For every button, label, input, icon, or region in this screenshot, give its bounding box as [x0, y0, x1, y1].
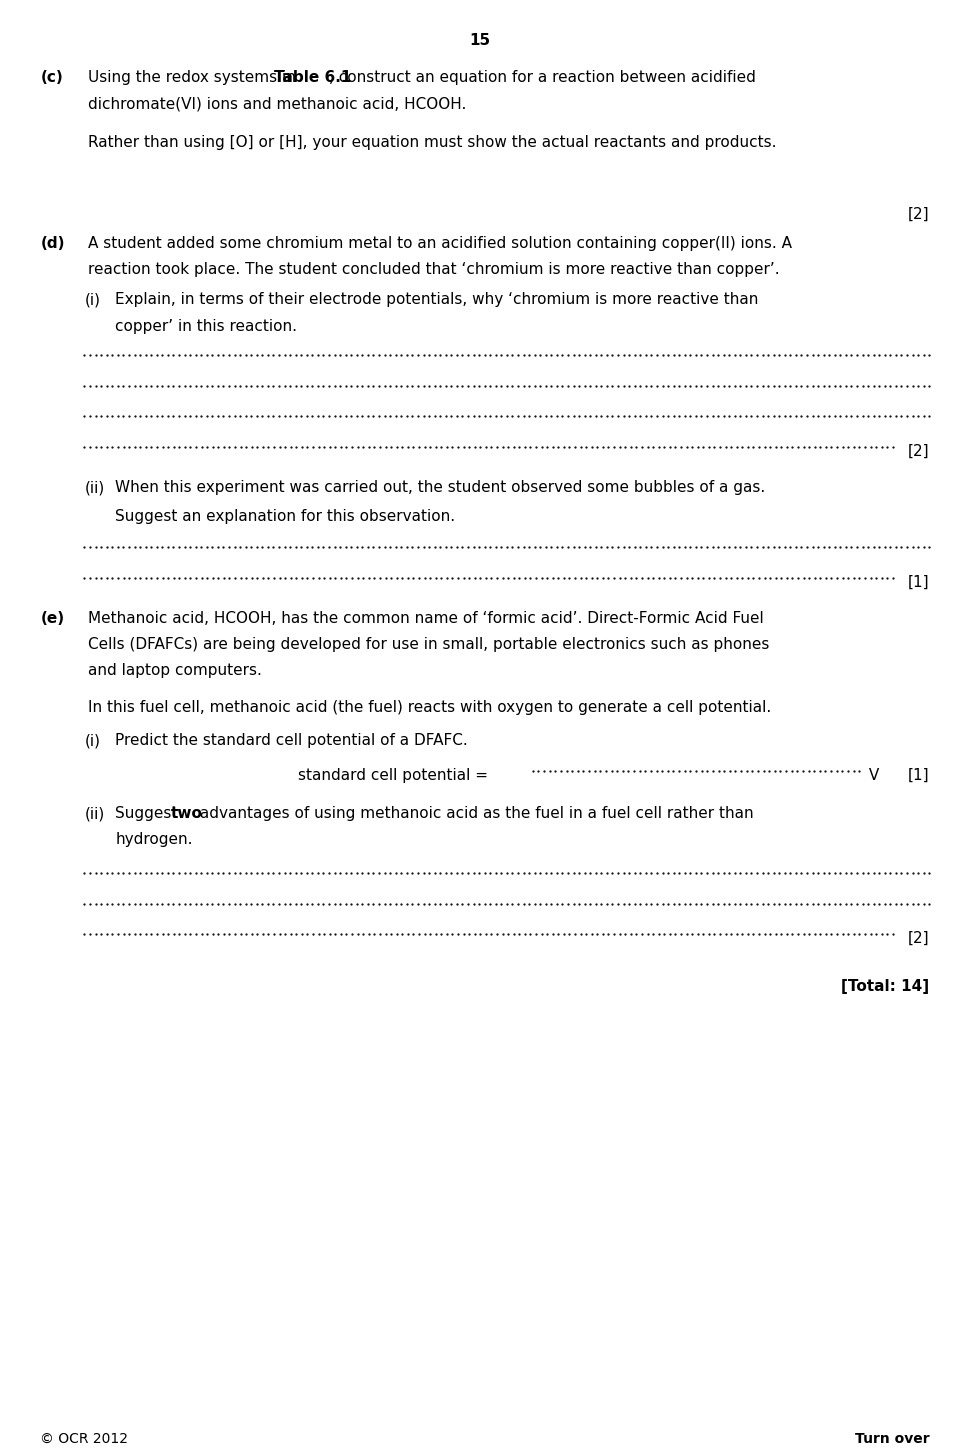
- Text: two: two: [171, 806, 203, 821]
- Text: copper’ in this reaction.: copper’ in this reaction.: [115, 319, 298, 333]
- Text: [Total: 14]: [Total: 14]: [841, 979, 929, 994]
- Text: [1]: [1]: [907, 575, 929, 589]
- Text: (i): (i): [84, 733, 101, 748]
- Text: Suggest an explanation for this observation.: Suggest an explanation for this observat…: [115, 509, 455, 524]
- Text: , construct an equation for a reaction between acidified: , construct an equation for a reaction b…: [329, 70, 756, 84]
- Text: [1]: [1]: [907, 768, 929, 783]
- Text: and laptop computers.: and laptop computers.: [88, 663, 262, 678]
- Text: dichromate(VI) ions and methanoic acid, HCOOH.: dichromate(VI) ions and methanoic acid, …: [88, 96, 467, 111]
- Text: Methanoic acid, HCOOH, has the common name of ‘formic acid’. Direct-Formic Acid : Methanoic acid, HCOOH, has the common na…: [88, 611, 764, 626]
- Text: Explain, in terms of their electrode potentials, why ‘chromium is more reactive : Explain, in terms of their electrode pot…: [115, 292, 758, 307]
- Text: When this experiment was carried out, the student observed some bubbles of a gas: When this experiment was carried out, th…: [115, 480, 765, 495]
- Text: In this fuel cell, methanoic acid (the fuel) reacts with oxygen to generate a ce: In this fuel cell, methanoic acid (the f…: [88, 700, 772, 714]
- Text: hydrogen.: hydrogen.: [115, 832, 193, 847]
- Text: Predict the standard cell potential of a DFAFC.: Predict the standard cell potential of a…: [115, 733, 468, 748]
- Text: V: V: [864, 768, 879, 783]
- Text: (i): (i): [84, 292, 101, 307]
- Text: A student added some chromium metal to an acidified solution containing copper(I: A student added some chromium metal to a…: [88, 236, 792, 250]
- Text: (ii): (ii): [84, 480, 105, 495]
- Text: Turn over: Turn over: [854, 1432, 929, 1446]
- Text: 15: 15: [469, 33, 491, 48]
- Text: reaction took place. The student concluded that ‘chromium is more reactive than : reaction took place. The student conclud…: [88, 262, 780, 276]
- Text: (d): (d): [40, 236, 65, 250]
- Text: standard cell potential =: standard cell potential =: [298, 768, 497, 783]
- Text: [2]: [2]: [907, 444, 929, 458]
- Text: Rather than using [O] or [H], your equation must show the actual reactants and p: Rather than using [O] or [H], your equat…: [88, 135, 777, 150]
- Text: Using the redox systems in: Using the redox systems in: [88, 70, 301, 84]
- Text: (e): (e): [40, 611, 64, 626]
- Text: [2]: [2]: [907, 931, 929, 946]
- Text: Suggest: Suggest: [115, 806, 182, 821]
- Text: (c): (c): [40, 70, 63, 84]
- Text: (ii): (ii): [84, 806, 105, 821]
- Text: Table 6.1: Table 6.1: [274, 70, 351, 84]
- Text: advantages of using methanoic acid as the fuel in a fuel cell rather than: advantages of using methanoic acid as th…: [195, 806, 754, 821]
- Text: [2]: [2]: [907, 207, 929, 221]
- Text: © OCR 2012: © OCR 2012: [40, 1432, 129, 1446]
- Text: Cells (DFAFCs) are being developed for use in small, portable electronics such a: Cells (DFAFCs) are being developed for u…: [88, 637, 770, 652]
